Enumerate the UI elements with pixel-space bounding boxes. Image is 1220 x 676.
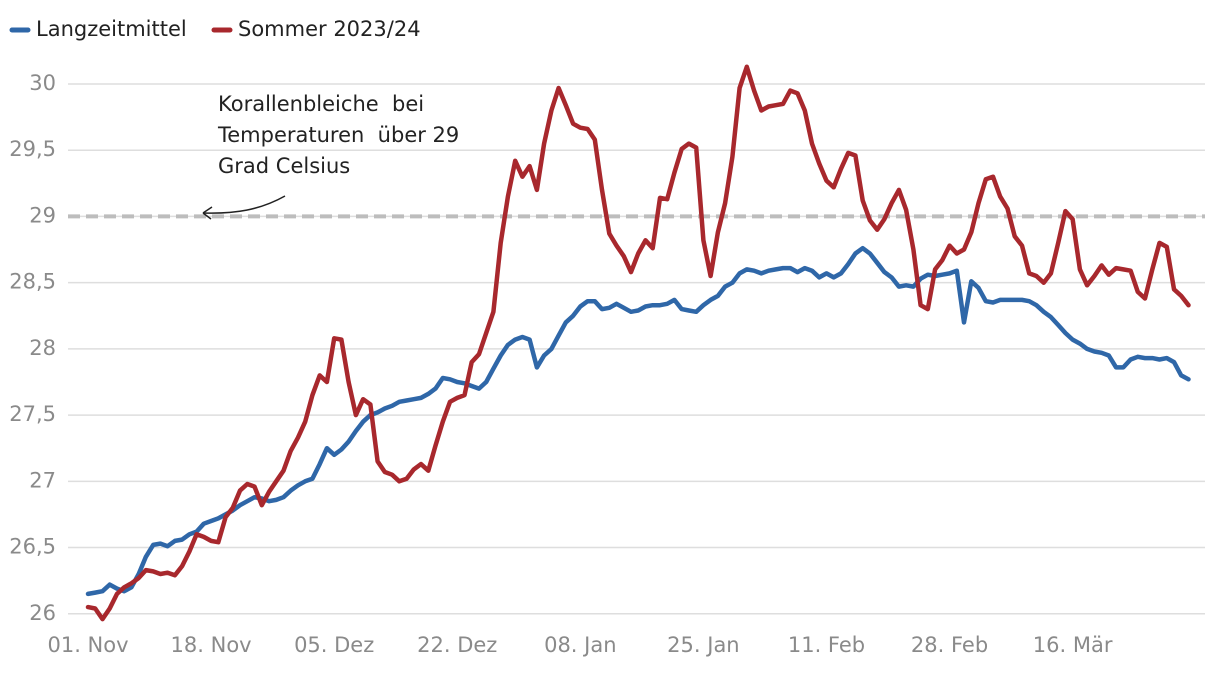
- y-tick-label: 27: [29, 468, 56, 492]
- x-tick-label: 01. Nov: [47, 633, 128, 657]
- series-line: [85, 245, 1191, 597]
- x-tick-label: 05. Dez: [294, 633, 374, 657]
- y-tick-label: 29: [29, 203, 56, 227]
- y-tick-label: 26,5: [9, 535, 56, 559]
- y-tick-label: 27,5: [9, 402, 56, 426]
- y-tick-label: 26: [29, 601, 56, 625]
- x-tick-label: 25. Jan: [667, 633, 739, 657]
- x-tick-label: 22. Dez: [417, 633, 497, 657]
- y-tick-label: 30: [29, 71, 56, 95]
- annotation-text: Temperaturen über 29: [217, 123, 459, 147]
- annotation-text: Korallenbleiche bei: [218, 92, 424, 116]
- annotation-arrowhead: [202, 206, 213, 220]
- annotation-text: Grad Celsius: [218, 154, 350, 178]
- x-tick-label: 16. Mär: [1033, 633, 1113, 657]
- y-tick-label: 29,5: [9, 137, 56, 161]
- y-tick-label: 28,5: [9, 270, 56, 294]
- x-tick-label: 08. Jan: [544, 633, 616, 657]
- series-line: [85, 64, 1191, 622]
- legend-label: Sommer 2023/24: [238, 17, 421, 41]
- x-tick-label: 18. Nov: [171, 633, 252, 657]
- x-tick-label: 11. Feb: [788, 633, 865, 657]
- annotation-arrow: [202, 195, 286, 214]
- legend-label: Langzeitmittel: [36, 17, 187, 41]
- y-tick-label: 28: [29, 336, 56, 360]
- x-tick-label: 28. Feb: [911, 633, 988, 657]
